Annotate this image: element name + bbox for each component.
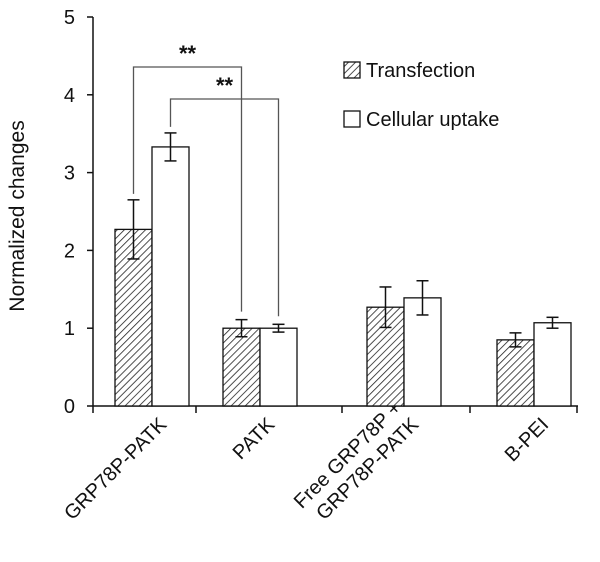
bar	[151, 146, 190, 407]
x-tick-label: PATK	[229, 413, 280, 464]
x-tick-label-group: PATK	[229, 413, 280, 464]
legend-label: Cellular uptake	[366, 109, 499, 131]
bar	[366, 306, 405, 407]
bar	[496, 339, 535, 407]
x-tick-label-group: B-PEI	[501, 414, 554, 467]
y-tick-label: 2	[64, 240, 75, 262]
bar	[222, 327, 261, 407]
bar	[403, 297, 442, 407]
y-tick-label: 0	[64, 396, 75, 418]
legend-swatch	[343, 61, 361, 79]
x-tick-label: B-PEI	[501, 414, 554, 467]
x-tick-label-group: GRP78P-PATK	[60, 413, 171, 524]
x-tick-label: GRP78P-PATK	[60, 413, 171, 524]
significance-label: **	[216, 73, 234, 98]
y-tick-label: 1	[64, 318, 75, 340]
significance-bracket	[132, 66, 243, 312]
legend-label: Transfection	[366, 60, 475, 82]
y-tick-label: 4	[64, 85, 75, 107]
y-tick-label: 3	[64, 163, 75, 185]
significance-annotations: ** **	[132, 41, 280, 317]
significance-label: **	[179, 41, 197, 66]
bar	[533, 322, 572, 407]
bar	[259, 327, 298, 407]
y-tick-label: 5	[64, 7, 75, 29]
y-axis-label: Normalized changes	[6, 120, 29, 311]
significance-bracket	[169, 98, 280, 317]
x-tick-label-group: Free GRP78P +GRP78P-PATK	[290, 397, 424, 525]
bars	[114, 132, 572, 407]
legend-swatch	[343, 110, 361, 128]
legend: Transfection Cellular uptake	[343, 60, 499, 131]
